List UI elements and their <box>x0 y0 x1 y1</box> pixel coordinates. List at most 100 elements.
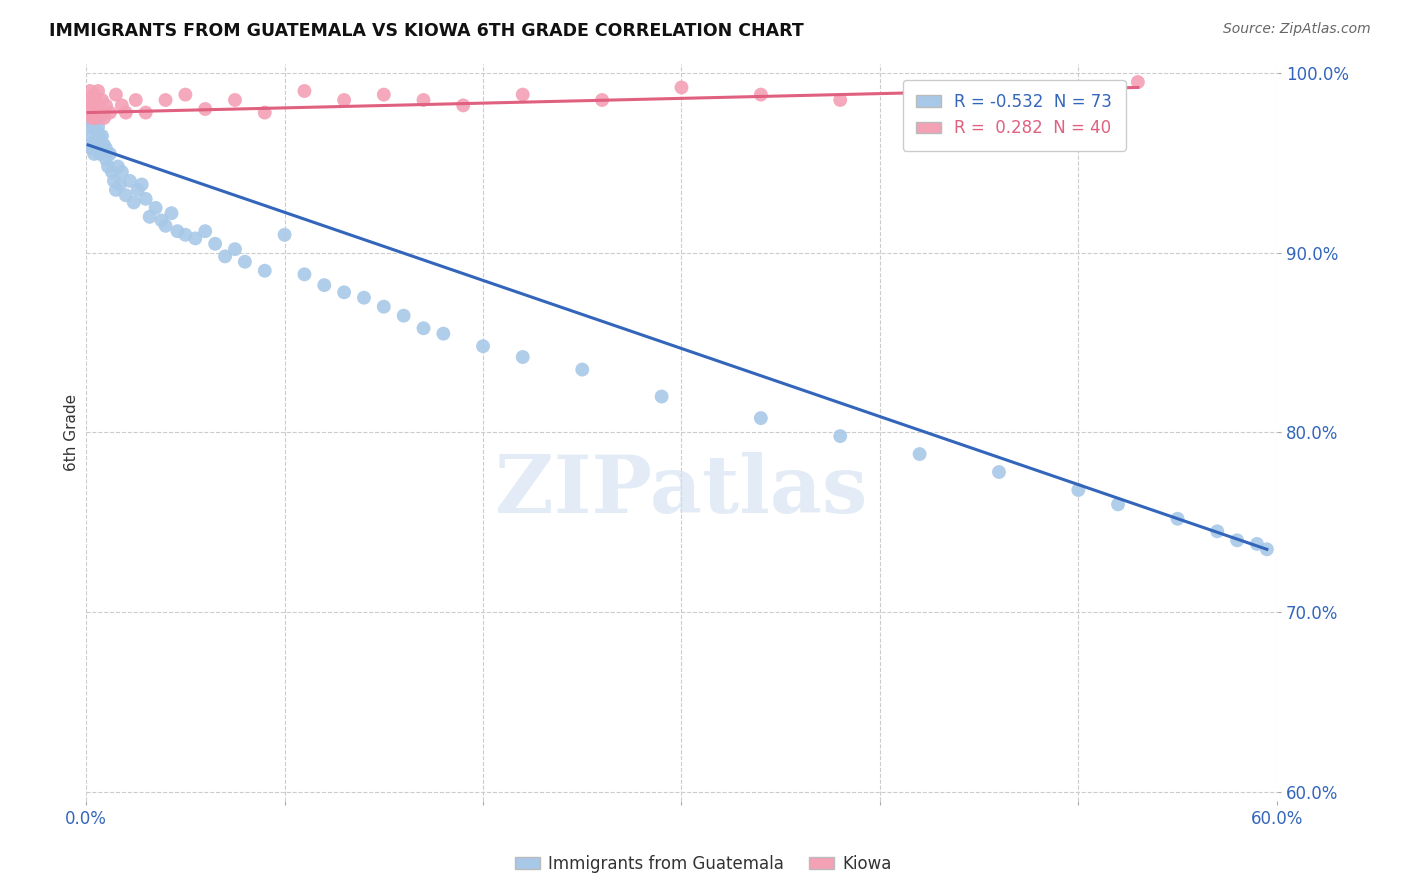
Point <box>294 268 316 282</box>
Legend: Immigrants from Guatemala, Kiowa: Immigrants from Guatemala, Kiowa <box>508 848 898 880</box>
Point <box>1067 483 1090 497</box>
Point <box>91 93 114 107</box>
Point <box>1226 533 1249 548</box>
Point <box>82 111 104 125</box>
Point <box>103 174 125 188</box>
Point <box>1246 537 1268 551</box>
Point <box>224 93 246 107</box>
Point <box>253 264 276 278</box>
Point <box>91 128 114 143</box>
Point <box>94 98 117 112</box>
Point <box>87 137 110 152</box>
Point <box>77 120 100 134</box>
Point <box>333 285 356 300</box>
Point <box>111 98 134 112</box>
Point <box>89 111 111 125</box>
Point <box>135 192 157 206</box>
Point <box>107 160 129 174</box>
Point <box>671 80 693 95</box>
Point <box>830 429 852 443</box>
Point <box>204 236 226 251</box>
Point <box>353 291 375 305</box>
Point <box>87 84 110 98</box>
Point <box>79 137 101 152</box>
Legend: R = -0.532  N = 73, R =  0.282  N = 40: R = -0.532 N = 73, R = 0.282 N = 40 <box>903 79 1126 151</box>
Point <box>333 93 356 107</box>
Point <box>104 183 127 197</box>
Point <box>908 80 931 95</box>
Point <box>89 105 111 120</box>
Point <box>145 201 167 215</box>
Point <box>83 105 105 120</box>
Point <box>1167 512 1189 526</box>
Y-axis label: 6th Grade: 6th Grade <box>65 394 79 471</box>
Point <box>98 105 121 120</box>
Point <box>94 142 117 156</box>
Point <box>273 227 295 242</box>
Point <box>749 411 772 425</box>
Point <box>150 213 173 227</box>
Point <box>127 183 149 197</box>
Point <box>233 254 256 268</box>
Point <box>1047 84 1070 98</box>
Point <box>84 142 107 156</box>
Point <box>1126 75 1149 89</box>
Point <box>138 210 160 224</box>
Point <box>432 326 454 341</box>
Point <box>79 111 101 125</box>
Point <box>155 93 177 107</box>
Point <box>82 142 104 156</box>
Point <box>174 227 197 242</box>
Point <box>84 123 107 137</box>
Point <box>87 120 110 134</box>
Point <box>83 134 105 148</box>
Point <box>373 87 395 102</box>
Point <box>93 111 115 125</box>
Point <box>125 93 148 107</box>
Text: Source: ZipAtlas.com: Source: ZipAtlas.com <box>1223 22 1371 37</box>
Point <box>571 362 593 376</box>
Point <box>1256 542 1278 557</box>
Point <box>194 102 217 116</box>
Point <box>79 84 101 98</box>
Point <box>1206 524 1229 539</box>
Point <box>89 128 111 143</box>
Point <box>115 105 138 120</box>
Point <box>174 87 197 102</box>
Point <box>135 105 157 120</box>
Point <box>101 165 124 179</box>
Point <box>988 87 1011 102</box>
Point <box>908 447 931 461</box>
Point <box>373 300 395 314</box>
Point <box>160 206 183 220</box>
Point <box>104 87 127 102</box>
Point <box>84 111 107 125</box>
Point <box>988 465 1011 479</box>
Point <box>224 242 246 256</box>
Point <box>111 165 134 179</box>
Point <box>84 93 107 107</box>
Point <box>155 219 177 233</box>
Point <box>392 309 415 323</box>
Point <box>83 147 105 161</box>
Point <box>83 87 105 102</box>
Point <box>98 147 121 161</box>
Point <box>749 87 772 102</box>
Point <box>591 93 613 107</box>
Point <box>94 153 117 167</box>
Point <box>77 93 100 107</box>
Point <box>82 116 104 130</box>
Point <box>115 188 138 202</box>
Point <box>830 93 852 107</box>
Point <box>412 321 434 335</box>
Point <box>82 128 104 143</box>
Point <box>93 137 115 152</box>
Point <box>82 98 104 112</box>
Point <box>91 142 114 156</box>
Point <box>184 231 207 245</box>
Point <box>512 350 534 364</box>
Point <box>1107 497 1129 511</box>
Point <box>97 160 120 174</box>
Point <box>118 174 141 188</box>
Point <box>122 195 145 210</box>
